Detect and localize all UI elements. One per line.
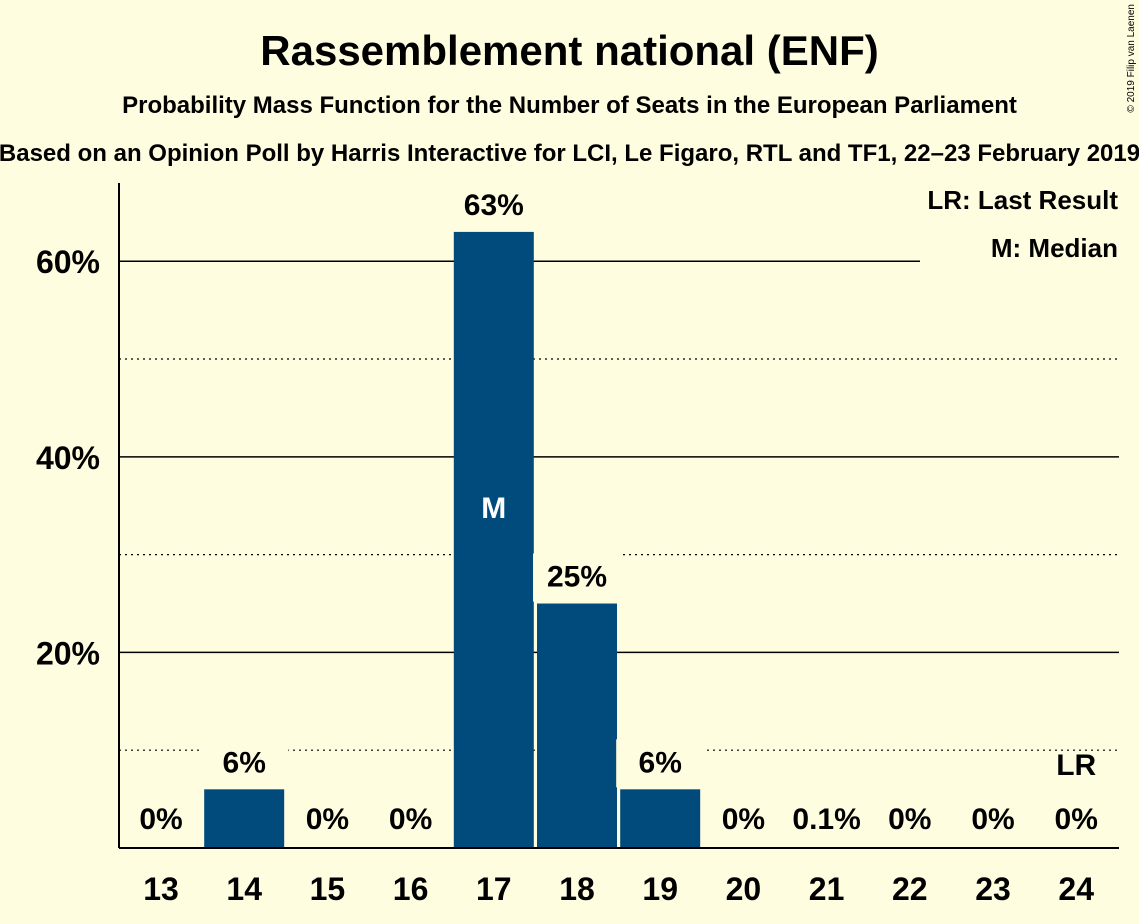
bar-18 bbox=[537, 603, 617, 848]
bar-value-label: 63% bbox=[464, 189, 524, 222]
last-result-marker: LR bbox=[1056, 749, 1096, 782]
median-marker: M bbox=[481, 492, 506, 525]
bar-label-backdrop bbox=[616, 739, 705, 788]
bar-labels: 0% 6% 0% 0% 63% 25% 6% 0% 0.1% 0% 0% 0% M LR bbox=[139, 181, 1098, 836]
chart-source: Based on an Opinion Poll by Harris Inter… bbox=[0, 140, 1139, 167]
bar-label-backdrop bbox=[449, 181, 538, 230]
x-tick-label: 18 bbox=[559, 871, 595, 907]
legend-item: LR: Last Result bbox=[927, 185, 1118, 215]
x-tick-label: 23 bbox=[975, 871, 1011, 907]
bar-label-backdrop bbox=[200, 739, 289, 788]
bar-value-label: 0% bbox=[971, 803, 1014, 836]
x-tick-label: 24 bbox=[1058, 871, 1094, 907]
chart-title: Rassemblement national (ENF) bbox=[260, 27, 878, 74]
x-tick-label: 21 bbox=[809, 871, 845, 907]
bar-value-label: 0% bbox=[1055, 803, 1098, 836]
y-tick-label: 60% bbox=[36, 244, 100, 280]
bar-value-label: 6% bbox=[639, 746, 682, 779]
bar-value-label: 0% bbox=[389, 803, 432, 836]
x-tick-label: 17 bbox=[476, 871, 512, 907]
legend: LR: Last Result M: Median bbox=[920, 181, 1120, 267]
bar-value-label: 6% bbox=[223, 746, 266, 779]
bar-value-label: 25% bbox=[547, 561, 607, 594]
legend-item: M: Median bbox=[991, 233, 1118, 263]
bar-17 bbox=[453, 231, 534, 848]
bars bbox=[204, 231, 701, 848]
x-tick-label: 22 bbox=[892, 871, 928, 907]
chart-subtitle: Probability Mass Function for the Number… bbox=[122, 92, 1017, 119]
legend-backdrop bbox=[920, 229, 1120, 267]
copyright-notice: © 2019 Filip van Laenen bbox=[1126, 4, 1137, 113]
bar-19 bbox=[620, 789, 701, 848]
bar-label-backdrop bbox=[533, 553, 621, 602]
bar-value-label: 0.1% bbox=[792, 803, 860, 836]
bar-value-label: 0% bbox=[888, 803, 931, 836]
bar-value-label: 0% bbox=[139, 803, 182, 836]
x-tick-label: 20 bbox=[726, 871, 762, 907]
y-axis-ticks: 20% 40% 60% bbox=[36, 244, 100, 671]
y-tick-label: 20% bbox=[36, 635, 100, 671]
x-tick-label: 13 bbox=[143, 871, 179, 907]
bar-14 bbox=[204, 789, 285, 848]
x-tick-label: 19 bbox=[642, 871, 678, 907]
x-tick-label: 16 bbox=[393, 871, 429, 907]
x-tick-label: 15 bbox=[310, 871, 346, 907]
x-axis-ticks: 13 14 15 16 17 18 19 20 21 22 23 24 bbox=[143, 871, 1094, 907]
y-tick-label: 40% bbox=[36, 440, 100, 476]
x-tick-label: 14 bbox=[226, 871, 262, 907]
bar-value-label: 0% bbox=[306, 803, 349, 836]
bar-value-label: 0% bbox=[722, 803, 765, 836]
legend-backdrop bbox=[920, 181, 1120, 219]
